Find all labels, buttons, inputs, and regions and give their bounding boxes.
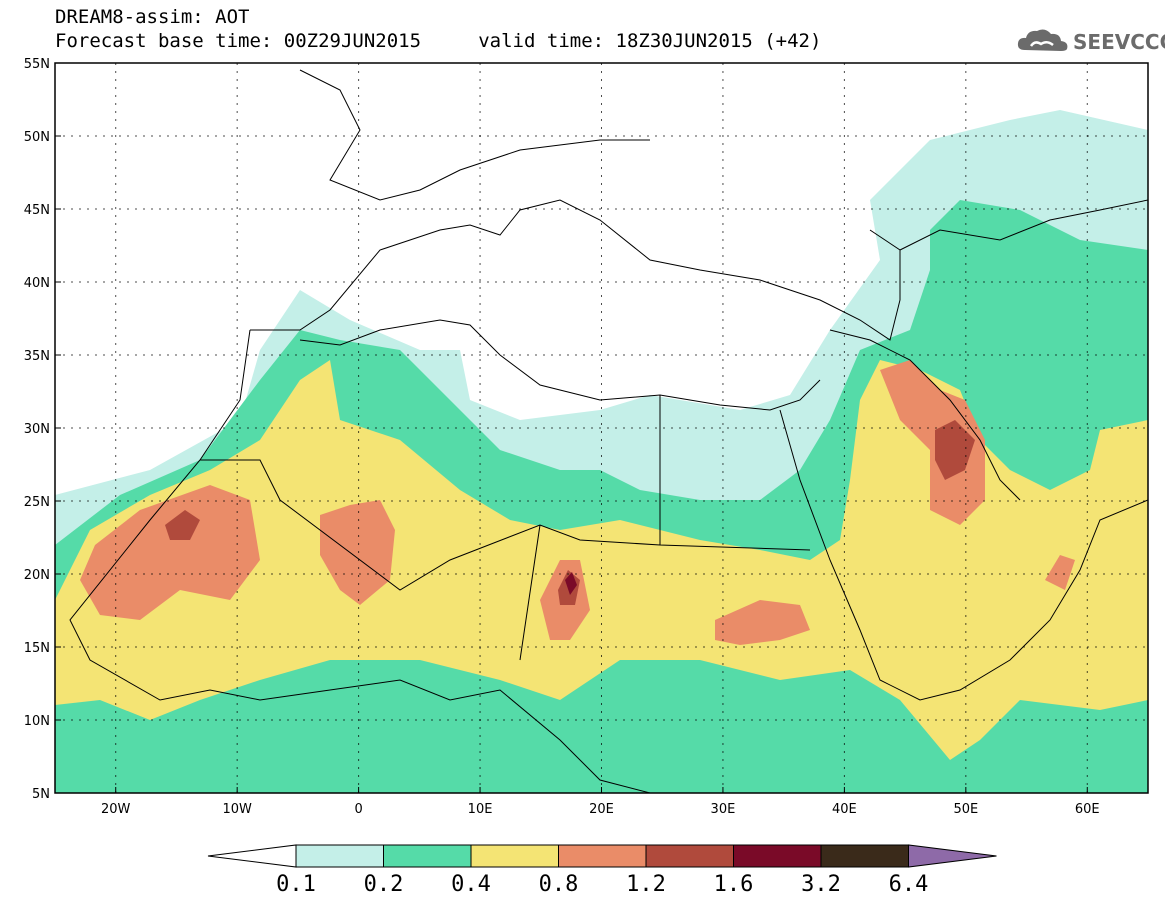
- lat-tick-label: 50N: [24, 130, 50, 145]
- coastlines: [69, 69, 1148, 793]
- colorbar: 0.1 0.2 0.4 0.8 1.2 1.6 3.2 6.4: [207, 844, 997, 897]
- lat-tick-label: 45N: [24, 203, 50, 218]
- colorbar-under-arrow: [207, 844, 297, 868]
- lat-tick-label: 30N: [24, 422, 50, 437]
- aot-contour-0.8-west: [80, 485, 260, 620]
- colorbar-label: 0.4: [451, 872, 491, 897]
- colorbar-label: 1.6: [714, 872, 754, 897]
- lat-tick-label: 55N: [24, 57, 50, 72]
- colorbar-label: 1.2: [626, 872, 666, 897]
- aot-contour-0.8-arabia: [880, 360, 985, 525]
- colorbar-swatch: [558, 844, 647, 868]
- lat-tick-label: 15N: [24, 641, 50, 656]
- aot-contour-0.8-oman: [1045, 555, 1075, 590]
- lon-tick-label: 10E: [468, 802, 493, 817]
- colorbar-label: 0.1: [276, 872, 316, 897]
- colorbar-label: 3.2: [801, 872, 841, 897]
- lon-tick-label: 40E: [832, 802, 857, 817]
- colorbar-label: 0.2: [364, 872, 404, 897]
- lon-tick-label: 20E: [589, 802, 614, 817]
- colorbar-swatch: [733, 844, 822, 868]
- lon-tick-label: 50E: [953, 802, 978, 817]
- lat-tick-label: 10N: [24, 714, 50, 729]
- colorbar-swatch: [470, 844, 559, 868]
- lat-tick-label: 40N: [24, 276, 50, 291]
- lat-tick-label: 25N: [24, 495, 50, 510]
- graticule: [55, 63, 1148, 793]
- seevccc-logo: SEEVCCC: [1073, 30, 1165, 54]
- lon-tick-label: 20W: [101, 802, 131, 817]
- colorbar-swatch: [383, 844, 472, 868]
- colorbar-over-arrow: [908, 844, 997, 868]
- lat-tick-label: 35N: [24, 349, 50, 364]
- aot-contour-1.2-west: [165, 510, 200, 540]
- chart-title: DREAM8-assim: AOT: [55, 6, 250, 28]
- axis-ticks: 20W 10W 0 10E 20E 30E 40E 50E 60E 55N 50N 45N 40N 35N…: [24, 57, 1100, 817]
- lon-tick-label: 60E: [1075, 802, 1100, 817]
- aot-contour-0.8-algeria: [320, 500, 395, 605]
- aot-contour-0.8-sudan: [715, 600, 810, 645]
- colorbar-swatch: [820, 844, 909, 868]
- lat-tick-label: 20N: [24, 568, 50, 583]
- cloud-icon: [1017, 29, 1068, 51]
- lon-tick-label: 10W: [222, 802, 252, 817]
- aot-contour-1.6-chad: [565, 572, 577, 595]
- colorbar-label: 0.8: [539, 872, 579, 897]
- aot-contour-1.2-iraq: [935, 420, 975, 480]
- lon-tick-label: 0: [354, 802, 362, 817]
- lon-tick-label: 30E: [711, 802, 736, 817]
- colorbar-swatch: [645, 844, 734, 868]
- colorbar-swatch: [295, 844, 384, 868]
- lat-tick-label: 5N: [32, 787, 50, 802]
- forecast-time-line: Forecast base time: 00Z29JUN2015 valid t…: [55, 30, 822, 52]
- colorbar-label: 6.4: [889, 872, 929, 897]
